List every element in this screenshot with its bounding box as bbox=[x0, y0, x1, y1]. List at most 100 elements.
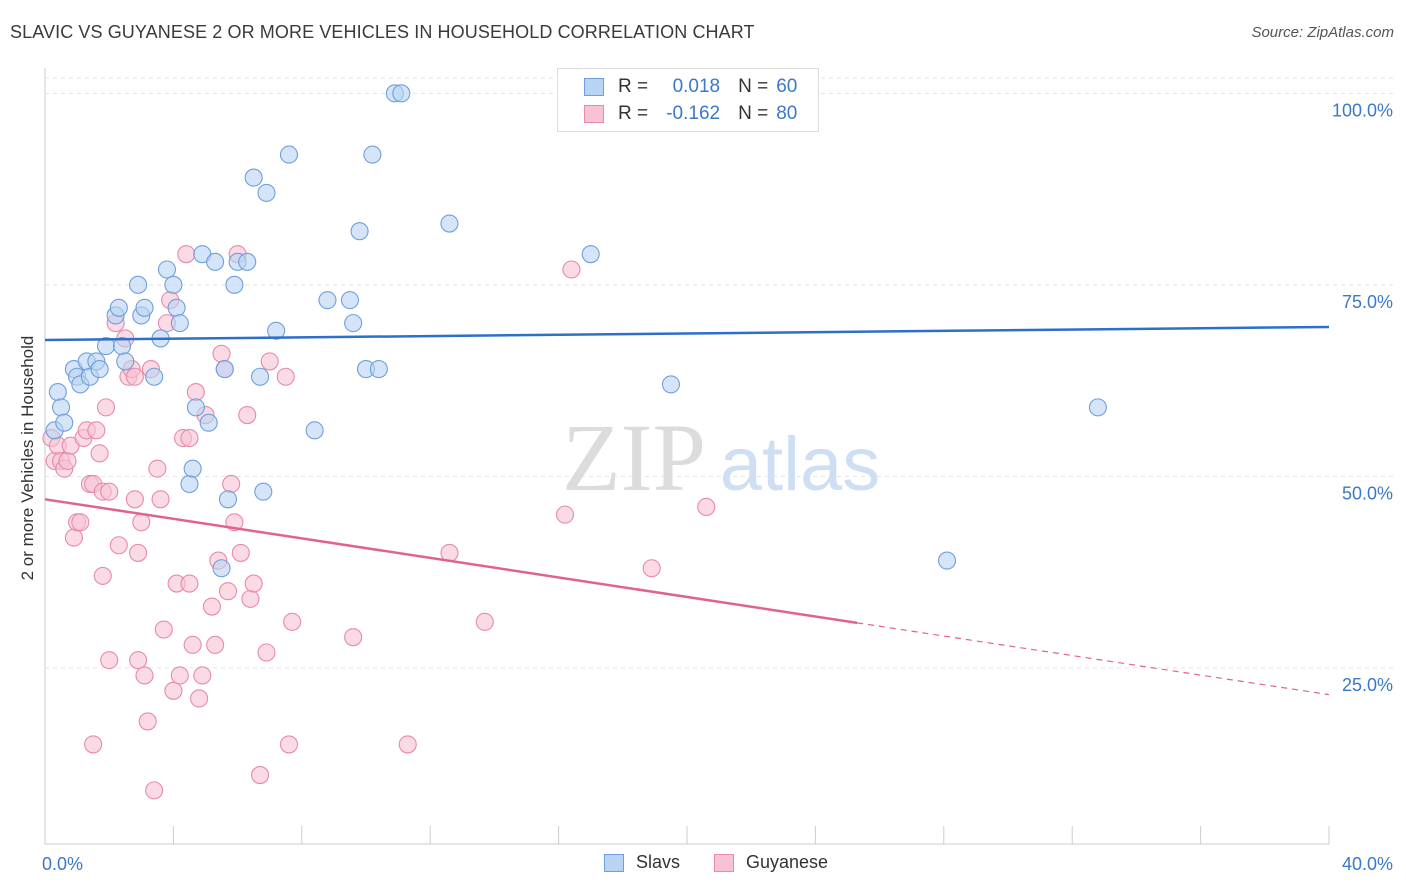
slavs-point bbox=[212, 559, 231, 578]
watermark-atlas: atlas bbox=[720, 422, 881, 507]
guyanese-point bbox=[93, 566, 112, 585]
x-tick-label: 40.0% bbox=[1342, 854, 1393, 874]
guyanese-point bbox=[148, 459, 167, 478]
guyanese-point bbox=[190, 689, 209, 708]
slavs-point bbox=[218, 490, 238, 509]
slavs-point bbox=[340, 291, 360, 310]
guyanese-points bbox=[42, 245, 716, 800]
guyanese-point bbox=[241, 589, 260, 608]
guyanese-point bbox=[125, 490, 144, 509]
y-tick-label: 75.0% bbox=[1342, 292, 1393, 312]
guyanese-point bbox=[283, 612, 302, 631]
guyanese-trend-extension bbox=[857, 622, 1330, 696]
watermark-zip: ZIP bbox=[562, 404, 706, 511]
guyanese-point bbox=[96, 398, 116, 417]
guyanese-point bbox=[132, 513, 151, 532]
slavs-point bbox=[661, 375, 681, 394]
guyanese-point bbox=[186, 383, 205, 402]
slavs-point bbox=[1088, 398, 1107, 417]
tick-labels: 25.0% 50.0% 75.0% 100.0% 0.0% 40.0% bbox=[42, 100, 1393, 874]
axes bbox=[44, 68, 1330, 845]
slavs-point bbox=[51, 398, 71, 417]
slavs-point bbox=[225, 275, 244, 294]
guyanese-point bbox=[202, 597, 221, 616]
guyanese-point bbox=[697, 497, 716, 517]
slavs-point bbox=[199, 413, 218, 432]
slavs-point bbox=[186, 398, 205, 417]
guyanese-point bbox=[145, 781, 164, 800]
guyanese-point bbox=[135, 666, 154, 685]
slavs-point bbox=[48, 383, 67, 402]
bottom-legend: Slavs Guyanese bbox=[0, 852, 1406, 878]
bottom-legend-guyanese-label: Guyanese bbox=[746, 852, 829, 872]
slavs-r-value: 0.018 bbox=[672, 76, 721, 97]
slavs-point bbox=[238, 252, 257, 271]
slavs-point bbox=[164, 275, 183, 294]
guyanese-point bbox=[90, 444, 109, 463]
bottom-legend-guyanese[interactable]: Guyanese bbox=[714, 852, 828, 873]
guyanese-point bbox=[251, 766, 270, 785]
legend-n-label: N = bbox=[738, 76, 769, 97]
guyanese-point bbox=[212, 344, 231, 363]
guyanese-point bbox=[344, 628, 363, 647]
bottom-legend-slavs-label: Slavs bbox=[636, 852, 681, 872]
guyanese-point bbox=[244, 574, 263, 593]
slavs-point bbox=[90, 360, 109, 379]
legend-r-label: R = bbox=[618, 103, 649, 124]
slavs-point bbox=[206, 252, 225, 271]
guyanese-point bbox=[642, 559, 661, 578]
slavs-point bbox=[344, 314, 363, 333]
guyanese-point bbox=[231, 543, 250, 562]
y-tick-label: 100.0% bbox=[1332, 100, 1393, 120]
slavs-point bbox=[183, 459, 202, 478]
legend: R = 0.018 N = 60 R = -0.162 N = 80 bbox=[557, 68, 819, 132]
slavs-point bbox=[129, 275, 148, 294]
guyanese-point bbox=[177, 245, 196, 264]
guyanese-point bbox=[193, 666, 212, 685]
slavs-point bbox=[581, 245, 600, 264]
guyanese-point bbox=[279, 735, 299, 754]
slavs-point bbox=[55, 413, 74, 432]
guyanese-point bbox=[100, 482, 119, 501]
slavs-point bbox=[180, 474, 199, 494]
slavs-point bbox=[157, 260, 177, 279]
guyanese-point bbox=[84, 735, 103, 754]
guyanese-n-value: 80 bbox=[776, 103, 798, 124]
slavs-n-value: 60 bbox=[776, 76, 798, 97]
guyanese-point bbox=[129, 651, 148, 670]
slavs-point bbox=[167, 298, 186, 317]
slavs-point bbox=[937, 551, 957, 570]
slavs-point bbox=[305, 421, 324, 440]
guyanese-point bbox=[164, 681, 183, 700]
guyanese-point bbox=[218, 582, 238, 601]
slavs-points bbox=[45, 84, 1107, 578]
slavs-point bbox=[392, 84, 411, 103]
slavs-point bbox=[215, 360, 234, 379]
guyanese-point bbox=[398, 735, 417, 754]
guyanese-r-value: -0.162 bbox=[666, 103, 721, 124]
guyanese-point bbox=[87, 421, 106, 440]
guyanese-point bbox=[129, 543, 148, 562]
guyanese-point bbox=[222, 474, 241, 494]
slavs-point bbox=[318, 291, 337, 310]
guyanese-point bbox=[64, 528, 83, 547]
slavs-point bbox=[267, 321, 286, 340]
slavs-trend-line bbox=[44, 325, 1330, 342]
trend-lines bbox=[44, 325, 1330, 696]
legend-r-label: R = bbox=[618, 76, 649, 97]
bottom-legend-slavs[interactable]: Slavs bbox=[604, 852, 680, 873]
guyanese-point bbox=[58, 451, 77, 471]
legend-row-guyanese: R = -0.162 N = 80 bbox=[584, 102, 815, 126]
slavs-point bbox=[244, 168, 263, 187]
guyanese-point bbox=[109, 536, 128, 555]
y-tick-label: 25.0% bbox=[1342, 675, 1393, 695]
slavs-swatch bbox=[604, 853, 624, 872]
legend-n-label: N = bbox=[738, 103, 769, 124]
chart-title: SLAVIC VS GUYANESE 2 OR MORE VEHICLES IN… bbox=[10, 22, 755, 42]
guyanese-point bbox=[100, 651, 119, 670]
guyanese-point bbox=[170, 666, 189, 685]
slavs-point bbox=[363, 145, 382, 164]
guyanese-point bbox=[138, 712, 157, 731]
slavs-point bbox=[116, 352, 135, 371]
guyanese-point bbox=[276, 367, 295, 386]
